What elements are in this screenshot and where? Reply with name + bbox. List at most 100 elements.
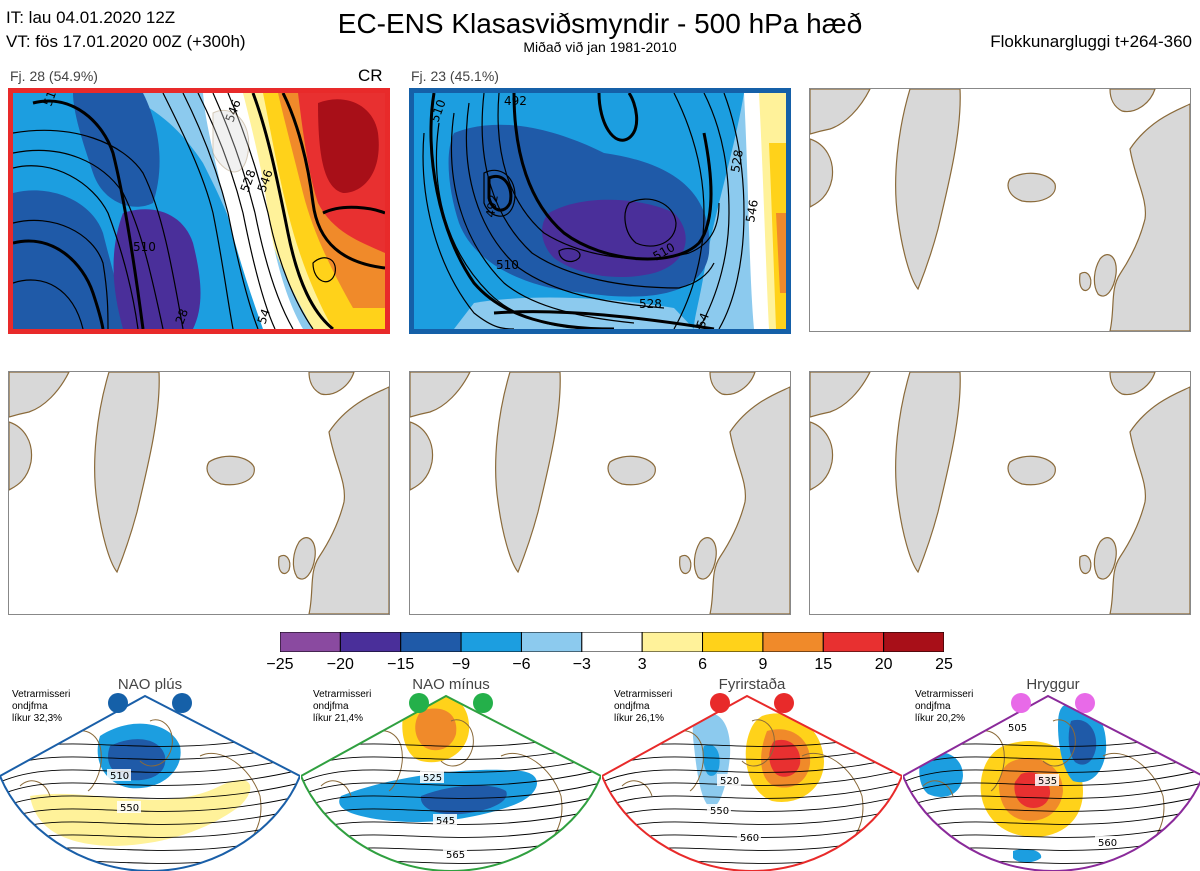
anomaly-shading xyxy=(420,785,507,815)
regime-note-line: Vetrarmisseri xyxy=(915,689,974,700)
contour-label: 28 xyxy=(173,307,191,326)
anomaly-shading xyxy=(702,744,720,776)
it-line: IT: lau 04.01.2020 12Z xyxy=(6,8,176,27)
colorbar-segment xyxy=(339,632,402,652)
landmass xyxy=(9,372,389,614)
regime-contour-label: 525 xyxy=(423,773,442,784)
panel-1-label: Fj. 28 (54.9%) xyxy=(10,68,98,84)
regime-contour-label: 545 xyxy=(436,816,455,827)
colorbar-tick-label: 15 xyxy=(814,656,833,673)
contour-label: 528 xyxy=(728,149,746,174)
vt-line: VT: fös 17.01.2020 00Z (+300h) xyxy=(6,32,246,51)
colorbar-tick-label: 3 xyxy=(637,656,647,673)
colorbar xyxy=(280,632,944,652)
empty-map-5 xyxy=(409,371,791,615)
regime-note: Vetrarmisseri ondjfma líkur 26,1% xyxy=(614,689,672,725)
regime-map: 525 545 565 xyxy=(301,693,601,871)
regime-contour-label: 565 xyxy=(446,850,465,861)
colorbar-segment xyxy=(762,632,824,652)
colorbar-tick-label: −20 xyxy=(326,656,354,673)
colorbar-segment xyxy=(702,632,764,652)
anomaly-shading xyxy=(1013,848,1042,863)
contour-label: 510 xyxy=(496,258,519,272)
empty-map-6 xyxy=(809,371,1191,615)
regime-note-line: ondjfma xyxy=(12,701,48,712)
contour-label: 54 xyxy=(255,307,273,326)
colorbar-segment xyxy=(520,632,583,652)
regime-note: Vetrarmisseri ondjfma líkur 21,4% xyxy=(313,689,371,725)
regime-dot xyxy=(1011,693,1031,713)
colorbar-segment xyxy=(280,632,341,652)
regime-title: Fyrirstaða xyxy=(718,676,786,693)
regime-map: 505 535 560 xyxy=(903,693,1200,871)
anomaly-shading xyxy=(769,739,801,777)
regime-dot xyxy=(774,693,794,713)
colorbar-segment xyxy=(400,632,462,652)
colorbar-segment xyxy=(581,632,643,652)
colorbar-tick-label: −15 xyxy=(387,656,415,673)
colorbar-tick-label: 9 xyxy=(758,656,768,673)
colorbar-segment xyxy=(460,632,522,652)
regime-note-line: ondjfma xyxy=(915,701,951,712)
panel-1-tag: CR xyxy=(358,66,383,85)
regime-contour-label: 505 xyxy=(1008,723,1027,734)
contour-label: 528 xyxy=(639,297,662,311)
contour-label: 54 xyxy=(694,311,712,329)
regime-note: Vetrarmisseri ondjfma líkur 32,3% xyxy=(12,689,70,725)
colorbar-tick-label: 25 xyxy=(935,656,953,673)
regime-contour-label: 550 xyxy=(710,806,729,817)
contour-label: 492 xyxy=(504,94,527,108)
contour-label: 546 xyxy=(743,199,761,224)
anomaly-shading xyxy=(415,708,457,751)
page-title: EC-ENS Klasasviðsmyndir - 500 hPa hæð xyxy=(337,8,863,39)
colorbar-tick-label: −9 xyxy=(451,656,471,673)
landmass xyxy=(810,89,1190,331)
regime-title: NAO mínus xyxy=(412,676,490,693)
regime-dot xyxy=(473,693,493,713)
regime-note-line: Vetrarmisseri xyxy=(614,689,673,700)
window-label: Flokkunargluggi t+264-360 xyxy=(990,32,1192,51)
contour-label: 492 xyxy=(483,194,501,219)
regime-contour-label: 560 xyxy=(1098,838,1117,849)
regime-note-line: líkur 32,3% xyxy=(12,713,63,724)
regime-contour-label: 560 xyxy=(740,833,759,844)
contour-label: 510 xyxy=(133,240,156,254)
page-subtitle: Miðað við jan 1981-2010 xyxy=(523,39,677,55)
cluster-map-1: 510 546 528 546 54 28 510 xyxy=(8,88,390,334)
regime-title: NAO plús xyxy=(117,676,183,693)
regime-note-line: líkur 21,4% xyxy=(313,713,364,724)
header-info: IT: lau 04.01.2020 12Z VT: fös 17.01.202… xyxy=(6,6,246,54)
colorbar-tick-label: −25 xyxy=(266,656,294,673)
regime-dot xyxy=(409,693,429,713)
regime-dot xyxy=(1075,693,1095,713)
cluster-map-2: 510 492 510 528 546 528 54 510 492 xyxy=(409,88,791,334)
colorbar-tick-label: 6 xyxy=(698,656,707,673)
regime-note: Vetrarmisseri ondjfma líkur 20,2% xyxy=(915,689,973,725)
landmass xyxy=(410,372,790,614)
regime-dot xyxy=(710,693,730,713)
panel-2-label: Fj. 23 (45.1%) xyxy=(411,68,499,84)
regime-map: 510 550 xyxy=(0,693,300,871)
regime-dot xyxy=(108,693,128,713)
colorbar-tick-label: 20 xyxy=(874,656,893,673)
regime-contour-label: 520 xyxy=(720,776,739,787)
regime-title: Hryggur xyxy=(1026,676,1080,693)
empty-map-4 xyxy=(8,371,390,615)
regime-note-line: Vetrarmisseri xyxy=(12,689,71,700)
regime-contour-label: 510 xyxy=(110,771,129,782)
regime-note-line: ondjfma xyxy=(313,701,349,712)
colorbar-segment xyxy=(822,632,885,652)
anomaly-shading xyxy=(919,752,963,797)
regime-note-line: ondjfma xyxy=(614,701,650,712)
empty-map-3 xyxy=(809,88,1191,332)
regime-map: 520 550 560 xyxy=(602,693,902,871)
colorbar-tick-label: −6 xyxy=(512,656,531,673)
anomaly-shading xyxy=(1068,719,1097,765)
regime-note-line: líkur 26,1% xyxy=(614,713,665,724)
colorbar-segment xyxy=(883,632,944,652)
colorbar-segment xyxy=(641,632,704,652)
regime-dot xyxy=(172,693,192,713)
regime-contour-label: 535 xyxy=(1038,776,1057,787)
regime-note-line: Vetrarmisseri xyxy=(313,689,372,700)
regime-note-line: líkur 20,2% xyxy=(915,713,966,724)
